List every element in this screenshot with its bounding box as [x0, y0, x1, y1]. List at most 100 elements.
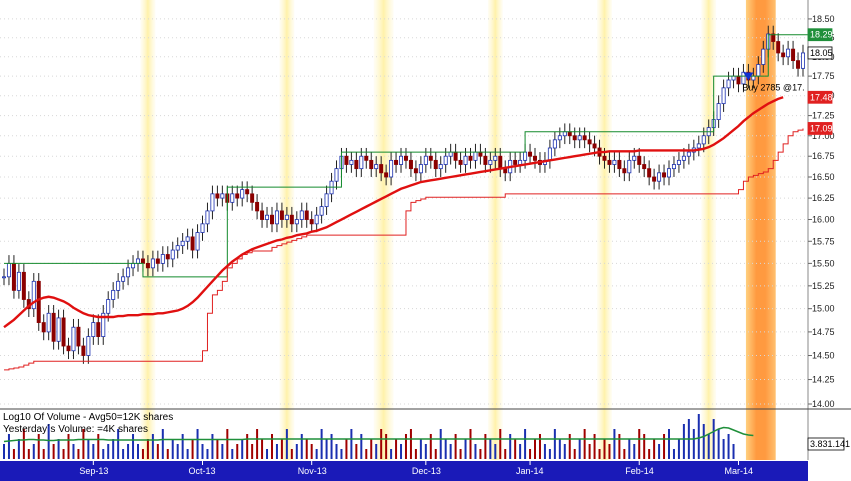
price-badge-label: 18.29 [810, 30, 833, 40]
highlight-band [140, 0, 156, 460]
candle-body [220, 193, 225, 199]
candle-body [190, 236, 195, 251]
candle-body [657, 172, 662, 182]
candle-body [269, 214, 274, 225]
candle-body [56, 317, 61, 342]
y-tick-label: 17.25 [812, 111, 835, 121]
candle-body [369, 159, 374, 170]
candle-body [215, 193, 220, 199]
candle-body [384, 172, 389, 178]
moving-average-line [3, 96, 784, 329]
candle-body [299, 210, 304, 220]
candle-body [185, 236, 190, 242]
candle-body [523, 151, 528, 161]
volume-yesterday: Yesterday´s Volume: =4K shares [3, 423, 148, 435]
buy-arrow-icon [743, 72, 754, 81]
candle-body [483, 155, 488, 165]
date-label: Mar-14 [724, 466, 753, 476]
candle-body [131, 262, 136, 269]
candle-body [165, 254, 170, 260]
y-tick-label: 18.50 [812, 14, 835, 24]
candle-body [16, 271, 21, 291]
candle-body [359, 155, 364, 170]
candle-body [265, 214, 270, 220]
candle-body [463, 155, 468, 165]
indicator-lines [3, 34, 818, 371]
candle-body [294, 219, 299, 225]
candle-body [319, 206, 324, 216]
candle-body [627, 159, 632, 174]
candle-body [572, 135, 577, 141]
date-label: Dec-13 [412, 466, 441, 476]
candle-body [111, 289, 116, 300]
candle-body [289, 214, 294, 225]
candle-body [379, 164, 384, 174]
candle-body [344, 155, 349, 165]
candle-body [21, 271, 26, 300]
candle-body [443, 155, 448, 165]
candle-body [61, 317, 66, 347]
candle-body [279, 210, 284, 220]
highlight-band [279, 0, 295, 460]
candle-body [46, 312, 51, 333]
candle-body [667, 168, 672, 178]
candle-body [309, 219, 314, 225]
candle-body [255, 201, 260, 212]
candle-body [250, 193, 255, 203]
y-tick-label: 17.00 [812, 131, 835, 141]
candle-body [394, 159, 399, 165]
y-tick-label: 16.00 [812, 215, 835, 225]
candle-body [493, 155, 498, 161]
price-badge [807, 28, 833, 42]
candle-body [801, 52, 806, 69]
candle-body [349, 159, 354, 165]
candle-body [36, 280, 41, 323]
candle-body [622, 168, 627, 174]
candle-body [607, 159, 612, 165]
candle-body [364, 155, 369, 161]
candle-body [642, 164, 647, 170]
candle-body [518, 159, 523, 165]
candle-body [681, 155, 686, 161]
candle-body [478, 151, 483, 157]
candle-body [781, 52, 786, 58]
volume-average-line [3, 426, 754, 443]
candle-body [671, 164, 676, 170]
candle-body [81, 345, 86, 356]
candle-body [562, 131, 567, 137]
y-tick-label: 16.50 [812, 172, 835, 182]
candle-body [796, 60, 801, 69]
date-label: Oct-13 [189, 466, 216, 476]
y-tick-label: 15.00 [812, 304, 835, 314]
candle-body [245, 189, 250, 195]
candle-body [324, 193, 329, 208]
candle-body [662, 172, 667, 178]
candle-body [448, 151, 453, 157]
candle-body [503, 168, 508, 174]
candle-body [602, 155, 607, 161]
candle-body [453, 151, 458, 161]
candle-body [577, 135, 582, 141]
date-label: Nov-13 [298, 466, 327, 476]
candle-body [150, 258, 155, 269]
candle-body [195, 232, 200, 251]
volume-readout-box [807, 437, 845, 451]
date-label: Jan-14 [516, 466, 544, 476]
y-tick-label: 15.75 [812, 236, 835, 246]
candle-body [552, 139, 557, 149]
candle-body [408, 159, 413, 170]
candle-body [741, 71, 746, 85]
highlight-band [487, 0, 503, 460]
candle-body [155, 258, 160, 264]
candle-body [756, 64, 761, 77]
highlight-band [597, 0, 612, 460]
y-tick-label: 15.50 [812, 258, 835, 268]
candle-body [66, 345, 71, 352]
candle-body [71, 326, 76, 352]
candle-body [791, 48, 796, 62]
y-tick-label: 14.00 [812, 399, 835, 409]
candle-body [175, 245, 180, 251]
highlight-band [701, 0, 717, 460]
volume-panel: 3.831.141 [3, 414, 850, 459]
